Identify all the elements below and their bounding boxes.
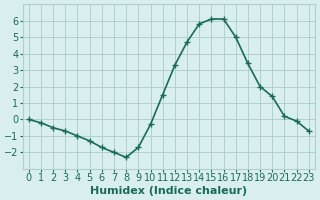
X-axis label: Humidex (Indice chaleur): Humidex (Indice chaleur) xyxy=(90,186,247,196)
